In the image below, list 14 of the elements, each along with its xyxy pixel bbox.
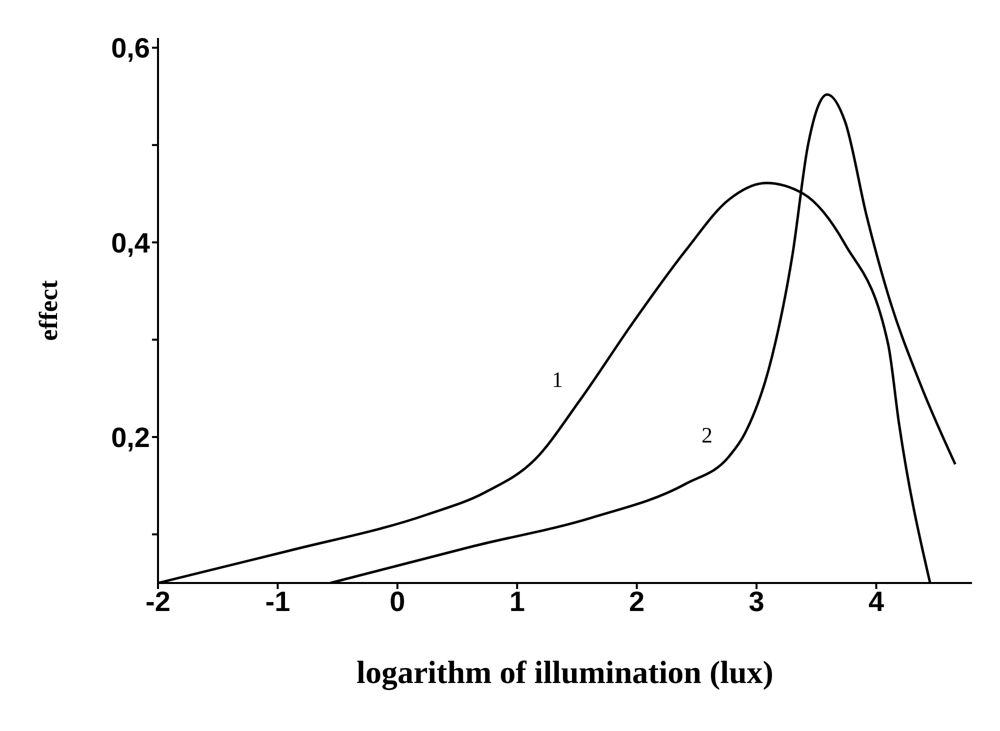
x-axis-title: logarithm of illumination (lux) <box>356 654 774 691</box>
series-label: 1 <box>552 367 563 392</box>
series-label: 2 <box>701 422 712 448</box>
x-tick-label: -2 <box>146 586 170 617</box>
y-tick-label: 0,4 <box>111 227 150 258</box>
x-tick-label: -1 <box>265 586 290 617</box>
x-tick-label: 3 <box>748 586 764 617</box>
y-tick-label: 0,6 <box>111 32 150 64</box>
x-tick-label: 0 <box>390 586 406 617</box>
x-tick-label: 1 <box>509 586 525 617</box>
y-axis-title: effect <box>34 280 64 341</box>
x-tick-label: 4 <box>868 586 884 617</box>
x-tick-label: 2 <box>629 586 645 617</box>
y-tick-label: 0,2 <box>111 422 150 453</box>
